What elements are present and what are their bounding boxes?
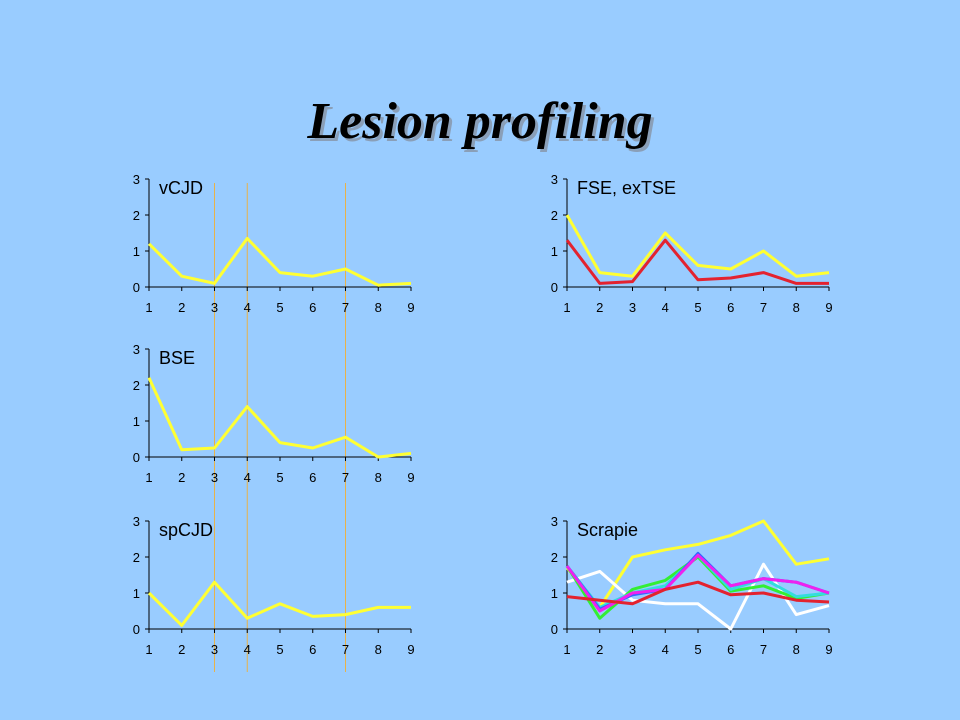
panel-title: FSE, exTSE: [577, 178, 676, 198]
x-tick-label: 5: [276, 300, 283, 315]
y-tick-label: 3: [551, 514, 558, 529]
x-tick-label: 9: [407, 642, 414, 657]
x-tick-label: 7: [760, 642, 767, 657]
series-line-red: [566, 580, 830, 606]
x-tick-label: 2: [178, 300, 185, 315]
x-tick-label: 1: [563, 642, 570, 657]
x-tick-label: 9: [407, 300, 414, 315]
series-line-yellow: [565, 214, 830, 278]
y-tick-label: 1: [551, 586, 558, 601]
y-tick-label: 0: [133, 622, 140, 637]
x-tick-label: 8: [375, 642, 382, 657]
series-line-yellow: [565, 519, 830, 609]
y-tick-label: 3: [133, 172, 140, 187]
x-tick-label: 5: [276, 470, 283, 485]
y-tick-label: 0: [133, 450, 140, 465]
x-tick-label: 9: [825, 642, 832, 657]
x-tick-label: 4: [662, 300, 669, 315]
series-line-yellow: [147, 236, 412, 287]
x-tick-label: 8: [375, 470, 382, 485]
x-tick-label: 3: [629, 642, 636, 657]
panel-title: BSE: [159, 348, 195, 368]
x-tick-label: 4: [244, 470, 251, 485]
x-tick-label: 7: [342, 300, 349, 315]
x-tick-label: 6: [727, 300, 734, 315]
series-line-yellow: [147, 580, 411, 627]
panel-title: vCJD: [159, 178, 203, 198]
x-tick-label: 8: [793, 300, 800, 315]
y-tick-label: 0: [551, 622, 558, 637]
panel-title: Scrapie: [577, 520, 638, 540]
y-tick-label: 3: [133, 342, 140, 357]
panel-title: spCJD: [159, 520, 213, 540]
x-tick-label: 6: [727, 642, 734, 657]
slide-title: Lesion profiling: [307, 93, 653, 150]
x-tick-label: 8: [793, 642, 800, 657]
series-line-yellow: [147, 377, 412, 459]
y-tick-label: 0: [133, 280, 140, 295]
x-tick-label: 5: [694, 642, 701, 657]
x-tick-label: 3: [211, 642, 218, 657]
y-tick-label: 1: [133, 414, 140, 429]
x-tick-label: 3: [629, 300, 636, 315]
x-tick-label: 4: [244, 300, 251, 315]
y-tick-label: 2: [133, 378, 140, 393]
y-tick-label: 1: [133, 244, 140, 259]
x-tick-label: 2: [596, 642, 603, 657]
series-line-red: [565, 238, 829, 285]
y-tick-label: 2: [133, 550, 140, 565]
x-tick-label: 7: [760, 300, 767, 315]
x-tick-label: 1: [563, 300, 570, 315]
x-tick-label: 6: [309, 470, 316, 485]
y-tick-label: 1: [551, 244, 558, 259]
x-tick-label: 4: [662, 642, 669, 657]
x-tick-label: 3: [211, 470, 218, 485]
y-tick-label: 2: [551, 550, 558, 565]
x-tick-label: 8: [375, 300, 382, 315]
x-tick-label: 7: [342, 642, 349, 657]
x-tick-label: 6: [309, 642, 316, 657]
x-tick-label: 7: [342, 470, 349, 485]
x-tick-label: 1: [145, 470, 152, 485]
x-tick-label: 6: [309, 300, 316, 315]
x-tick-label: 2: [178, 642, 185, 657]
x-tick-label: 5: [276, 642, 283, 657]
y-tick-label: 3: [551, 172, 558, 187]
y-tick-label: 1: [133, 586, 140, 601]
y-tick-label: 2: [551, 208, 558, 223]
x-tick-label: 1: [145, 642, 152, 657]
x-tick-label: 5: [694, 300, 701, 315]
x-tick-label: 9: [825, 300, 832, 315]
y-tick-label: 3: [133, 514, 140, 529]
y-tick-label: 2: [133, 208, 140, 223]
x-tick-label: 3: [211, 300, 218, 315]
y-tick-label: 0: [551, 280, 558, 295]
series-line-magenta: [565, 553, 830, 613]
x-tick-label: 9: [407, 470, 414, 485]
x-tick-label: 2: [178, 470, 185, 485]
x-tick-label: 4: [244, 642, 251, 657]
x-tick-label: 2: [596, 300, 603, 315]
x-tick-label: 1: [145, 300, 152, 315]
